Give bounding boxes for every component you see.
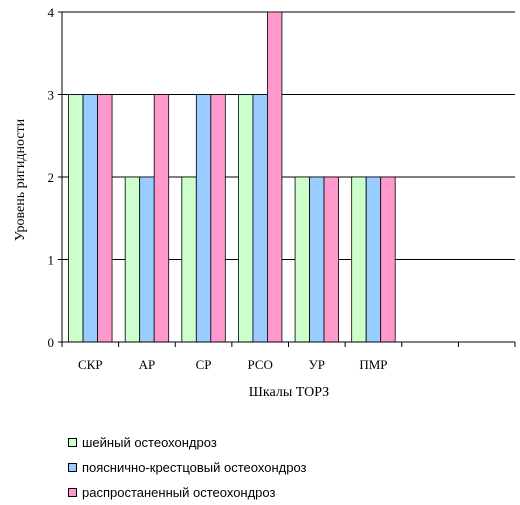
legend-swatch-lumbosacral (68, 463, 77, 472)
bars (68, 11, 396, 343)
legend-label: пояснично-крестцовый остеохондроз (82, 460, 307, 475)
bar (323, 176, 339, 343)
x-tick-label: РСО (247, 357, 272, 372)
y-tick-label: 2 (48, 170, 55, 185)
y-axis-label: Уровень ригидности (13, 118, 28, 241)
y-tick-labels: 0 1 2 3 4 (48, 5, 55, 350)
y-tick-label: 0 (48, 335, 55, 350)
bar (210, 94, 226, 343)
bar (267, 11, 283, 343)
legend-label: шейный остеохондроз (82, 435, 217, 450)
bar (365, 176, 382, 343)
axes (58, 11, 516, 347)
legend: шейный остеохондроз пояснично-крестцовый… (68, 430, 307, 505)
bar-chart: 0 1 2 3 4 СКР АР СР РСО УР ПМР Уровень ригидности… (13, 5, 516, 400)
x-tick-label: УР (309, 357, 325, 372)
x-axis-label: Шкалы ТОРЗ (249, 385, 329, 400)
legend-item: пояснично-крестцовый остеохондроз (68, 455, 307, 480)
bar (195, 94, 212, 343)
bar (124, 176, 141, 343)
bar (181, 176, 197, 343)
bar (82, 94, 98, 343)
bar (153, 94, 170, 343)
bar (238, 94, 254, 343)
x-tick-label: АР (139, 357, 156, 372)
bar (380, 176, 396, 343)
bar (97, 94, 113, 343)
x-tick-label: ПМР (359, 357, 387, 372)
legend-item: распростаненный остеохондроз (68, 480, 307, 505)
legend-swatch-widespread (68, 488, 77, 497)
bar (252, 94, 268, 343)
y-tick-label: 3 (48, 88, 55, 103)
legend-swatch-cervical (68, 438, 77, 447)
x-tick-label: СКР (78, 357, 103, 372)
bar (294, 176, 310, 343)
bar (351, 176, 367, 343)
bar (139, 176, 155, 343)
x-tick-label: СР (196, 357, 212, 372)
y-tick-label: 1 (48, 253, 55, 268)
legend-item: шейный остеохондроз (68, 430, 307, 455)
bar (68, 94, 84, 343)
bar (309, 176, 325, 343)
x-tick-labels: СКР АР СР РСО УР ПМР (78, 357, 388, 372)
legend-label: распростаненный остеохондроз (82, 485, 276, 500)
y-tick-label: 4 (48, 5, 55, 20)
